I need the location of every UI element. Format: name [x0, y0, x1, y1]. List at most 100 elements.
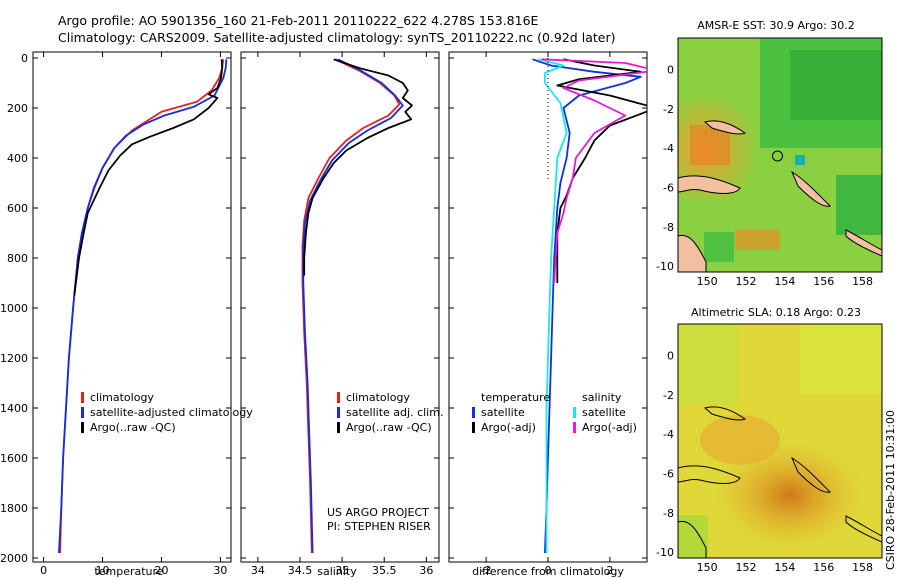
salinity-xtick-label: 34: [251, 564, 265, 577]
temperature-series-satellite-adjusted-climatology: [58, 59, 228, 554]
temperature-lines: [58, 59, 228, 554]
legend-label-sal-argo: Argo(-adj): [582, 421, 637, 434]
sst-land-new-guinea: [678, 234, 707, 272]
sst-land-solomons: [845, 229, 882, 257]
salinity-series-climatology: [301, 58, 401, 554]
legend-swatch-satellite: [337, 407, 340, 418]
legend-swatch-temp-argo: [472, 422, 475, 433]
sla-high-center: [715, 440, 865, 550]
legend-label-climatology: climatology: [90, 391, 154, 404]
sst-cool-patch: [790, 50, 882, 120]
sla-map-lon-label: 158: [852, 561, 873, 574]
legend-swatch-climatology: [337, 392, 340, 403]
depth-tick-label: 1800: [0, 502, 28, 515]
legend-label-argo: Argo(..raw -QC): [90, 421, 176, 434]
depth-tick-label: 1200: [0, 352, 28, 365]
sst-land-new-ireland: [703, 120, 747, 135]
temperature-series-argo-raw-qc-: [73, 59, 224, 296]
figure-title-line-1: Argo profile: AO 5901356_160 21-Feb-2011…: [58, 13, 539, 28]
salinity-xtick-label: 35.5: [372, 564, 397, 577]
sst-land-new-britain-west: [678, 175, 741, 194]
sst-map-lat-label: 0: [667, 63, 674, 76]
depth-tick-label: 800: [7, 252, 28, 265]
sla-map-lon-label: 156: [813, 561, 834, 574]
salinity-xtick-label: 34.5: [288, 564, 313, 577]
salinity-plot-frame: [240, 51, 440, 563]
sst-map-title: AMSR-E SST: 30.9 Argo: 30.2: [697, 19, 855, 32]
salinity-xtick-label: 35: [335, 564, 349, 577]
sst-cool-south-west: [704, 232, 734, 262]
sla-map-lat-label: -2: [663, 389, 674, 402]
temperature-series-climatology: [59, 59, 225, 554]
temperature-xtick-label: 30: [213, 564, 227, 577]
pi-credit: PI: STEPHEN RISER: [327, 520, 431, 533]
salinity-legend: climatology satellite adj. clim. Argo(..…: [337, 391, 443, 434]
sla-map-lat-label: 0: [667, 349, 674, 362]
sla-map-lat-label: -10: [656, 546, 674, 559]
legend-label-sal-satellite: satellite: [582, 406, 626, 419]
sst-map-lat-label: -2: [663, 103, 674, 116]
difference-xtick-label: 2: [606, 564, 613, 577]
sst-map-lon-label: 158: [852, 275, 873, 288]
depth-tick-label: 400: [7, 152, 28, 165]
sla-map-lat-label: -8: [663, 507, 674, 520]
sla-low-north-west: [678, 324, 738, 404]
legend-label-temp-argo: Argo(-adj): [481, 421, 536, 434]
sst-land-bougainville: [790, 170, 831, 207]
sst-argo-marker: [772, 150, 783, 162]
sst-warm-south: [735, 230, 780, 250]
difference-xtick-label: -2: [481, 564, 492, 577]
plot-axes: 0 10 20 30020040060080010001200140016001800…: [0, 52, 873, 577]
legend-label-satellite: satellite-adjusted climatology: [90, 406, 253, 419]
sla-map-lon-label: 154: [774, 561, 795, 574]
sst-cool-pixel: [795, 155, 805, 165]
salinity-series-satellite-adj-clim-: [302, 58, 404, 554]
csiro-credit: CSIRO 28-Feb-2011 10:31:00: [884, 410, 897, 570]
sla-map-lat-label: -6: [663, 467, 674, 480]
depth-tick-label: 600: [7, 202, 28, 215]
sla-coast-new-ireland: [703, 406, 747, 421]
difference-series-salinity-argo-adj-: [541, 58, 647, 284]
sla-map-lon-label: 152: [736, 561, 757, 574]
temperature-plot-frame: [32, 51, 232, 563]
figure-title-line-2: Climatology: CARS2009. Satellite-adjuste…: [58, 30, 615, 45]
temperature-legend: climatology satellite-adjusted climatolo…: [81, 391, 253, 434]
legend-swatch-temp-satellite: [472, 407, 475, 418]
sst-map-lat-label: -4: [663, 142, 674, 155]
legend-swatch-argo: [81, 422, 84, 433]
legend-header-salinity: salinity: [582, 391, 622, 404]
legend-label-satellite: satellite adj. clim.: [346, 406, 443, 419]
salinity-series-argo-raw-qc-: [303, 58, 413, 276]
legend-label-temp-satellite: satellite: [481, 406, 525, 419]
sla-high-west: [700, 415, 780, 465]
sst-map-lon-label: 150: [697, 275, 718, 288]
sst-map-lon-label: 156: [813, 275, 834, 288]
difference-series-temperature-argo-adj-: [556, 58, 647, 283]
difference-xtick-label: 0: [545, 564, 552, 577]
difference-lines: [532, 58, 647, 554]
sla-low-north-east: [800, 324, 882, 394]
depth-tick-label: 1000: [0, 302, 28, 315]
depth-tick-label: 2000: [0, 552, 28, 565]
depth-tick-label: 1400: [0, 402, 28, 415]
sla-map-title: Altimetric SLA: 0.18 Argo: 0.23: [691, 306, 861, 319]
difference-series-salinity-satellite: [538, 58, 568, 553]
sla-coast-new-britain-west: [678, 465, 741, 484]
salinity-xlabel: salinity: [317, 565, 357, 578]
depth-tick-label: 200: [7, 102, 28, 115]
temperature-xtick-label: 10: [96, 564, 110, 577]
legend-label-climatology: climatology: [346, 391, 410, 404]
project-credit: US ARGO PROJECT: [327, 506, 429, 519]
difference-xlabel: difference from climatology: [472, 565, 624, 578]
sst-map-lat-label: -8: [663, 221, 674, 234]
sst-map-lon-label: 152: [736, 275, 757, 288]
legend-swatch-climatology: [81, 392, 84, 403]
legend-swatch-satellite: [81, 407, 84, 418]
sla-map-lat-label: -4: [663, 428, 674, 441]
sla-map-frame: [677, 323, 883, 559]
difference-legend: temperature salinity satellite Argo(-adj…: [472, 391, 637, 434]
salinity-lines: [301, 58, 413, 554]
sla-map-lon-label: 150: [697, 561, 718, 574]
sla-low-south-west: [678, 515, 708, 558]
